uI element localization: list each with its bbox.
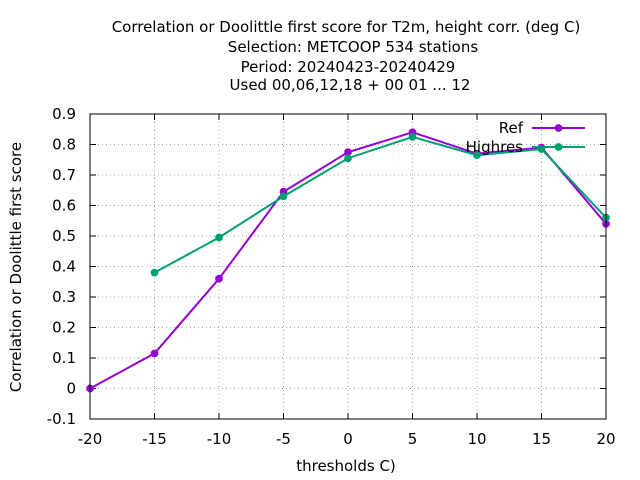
series-highres [150, 133, 610, 277]
y-tick-label: 0.4 [52, 258, 76, 276]
x-tick-label: -15 [142, 430, 167, 448]
y-tick-label: 0 [66, 380, 76, 398]
legend-swatch-marker [554, 143, 563, 151]
title-line-4: Used 00,06,12,18 + 00 01 ... 12 [230, 76, 471, 94]
axis-ticks: -20 -15 -10 -5 0 5 10 15 20 -0.1 0 0.1 0.2 0.3 0.4 0.5 0… [47, 105, 616, 448]
grid [90, 114, 606, 419]
x-tick-label: -10 [207, 430, 232, 448]
x-axis-label: thresholds C) [296, 457, 396, 475]
y-tick-label: 0.2 [52, 319, 76, 337]
y-tick-label: 0.5 [52, 227, 76, 245]
x-tick-label: 20 [596, 430, 615, 448]
data-point-highres [473, 151, 481, 159]
title-line-3: Period: 20240423-20240429 [241, 58, 456, 76]
y-tick-label: 0.1 [52, 349, 76, 367]
x-tick-label: -5 [276, 430, 291, 448]
plot-area-border [89, 113, 607, 420]
title-line-1: Correlation or Doolittle first score for… [112, 18, 581, 36]
legend-item-ref: Ref [499, 119, 585, 137]
y-tick-label: 0.7 [52, 166, 76, 184]
legend-item-highres: Highres [466, 138, 585, 156]
series-ref [86, 128, 610, 393]
y-tick-label: 0.8 [52, 136, 76, 154]
data-point-highres [344, 154, 352, 162]
x-tick-label: 15 [532, 430, 551, 448]
data-point-highres [150, 268, 159, 277]
legend-swatch-marker [554, 124, 563, 132]
x-tick-label: 0 [343, 430, 353, 448]
data-point-ref [150, 349, 159, 358]
legend-label: Highres [466, 138, 524, 156]
x-tick-label: 10 [467, 430, 486, 448]
legend-label: Ref [499, 119, 524, 137]
data-point-ref [344, 148, 352, 156]
data-point-highres [279, 192, 288, 201]
y-tick-label: 0.3 [52, 288, 76, 306]
series-lines [86, 128, 610, 393]
y-tick-label: -0.1 [47, 410, 76, 428]
data-point-ref [215, 274, 223, 283]
x-tick-label: 5 [408, 430, 418, 448]
data-point-highres [408, 133, 417, 141]
x-tick-label: -20 [78, 430, 103, 448]
chart-title: Correlation or Doolittle first score for… [112, 18, 581, 94]
y-tick-label: 0.9 [52, 105, 76, 123]
title-line-2: Selection: METCOOP 534 stations [228, 38, 479, 56]
y-axis-label: Correlation or Doolittle first score [7, 142, 25, 392]
series-line-highres [154, 135, 607, 274]
data-point-highres [215, 233, 223, 242]
y-tick-label: 0.6 [52, 197, 76, 215]
